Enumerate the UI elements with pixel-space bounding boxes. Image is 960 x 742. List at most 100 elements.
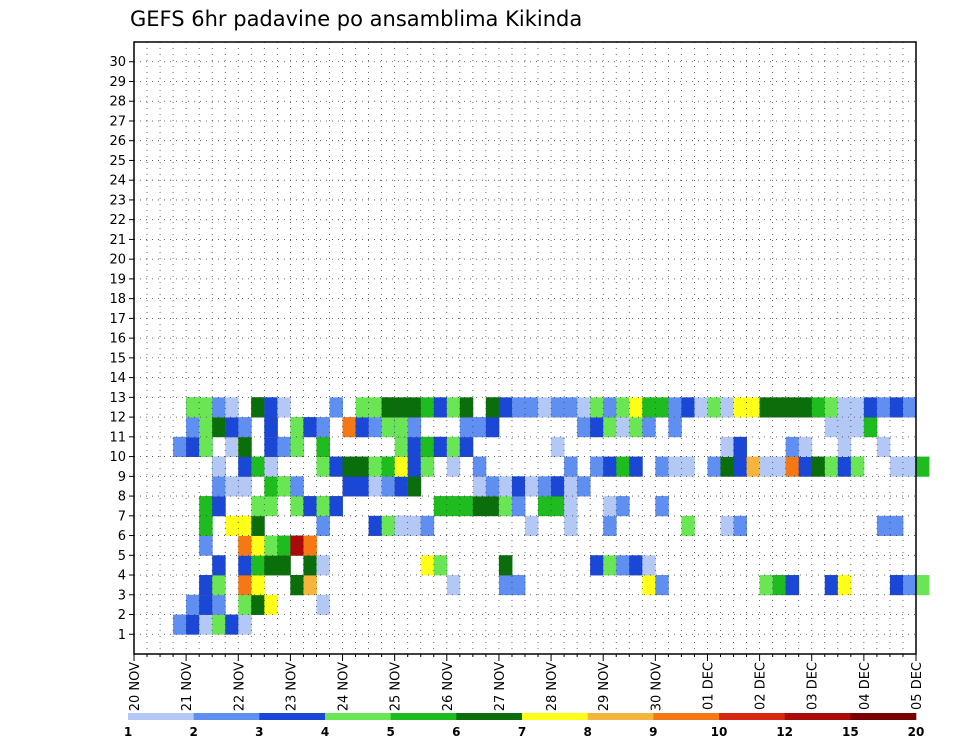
heatmap-cell: [590, 417, 604, 438]
heatmap-cell: [472, 417, 487, 438]
heatmap-cell: [551, 496, 565, 517]
colorbar-label: 10: [711, 725, 728, 739]
heatmap-cell: [212, 555, 226, 576]
heatmap-cell: [629, 456, 643, 477]
heatmap-cell: [316, 496, 330, 517]
heatmap-cell: [238, 594, 252, 615]
heatmap-cell: [616, 456, 630, 477]
heatmap-cell: [199, 594, 213, 615]
heatmap-cell: [498, 397, 513, 418]
heatmap-cell: [902, 397, 917, 418]
heatmap-cell: [824, 417, 839, 438]
heatmap-cell: [668, 417, 682, 438]
y-tick-label: 26: [109, 134, 126, 149]
heatmap-cell: [785, 397, 800, 418]
heatmap-cell: [264, 397, 278, 418]
heatmap-cell: [446, 496, 461, 517]
heatmap-cell: [290, 417, 304, 438]
x-tick-label: 23 NOV: [284, 662, 299, 711]
heatmap-cell: [551, 397, 565, 418]
heatmap-cell: [759, 575, 774, 596]
heatmap-cell: [381, 397, 396, 418]
colorbar-label: 2: [189, 725, 197, 739]
heatmap-cell: [173, 614, 187, 635]
heatmap-cell: [824, 456, 839, 477]
heatmap-cell: [316, 555, 330, 576]
heatmap-cell: [837, 417, 852, 438]
x-tick-label: 27 NOV: [493, 662, 508, 711]
y-tick-label: 5: [118, 549, 126, 564]
heatmap-cell: [394, 397, 409, 418]
y-tick-label: 1: [118, 628, 126, 643]
heatmap-cell: [251, 397, 265, 418]
y-tick-label: 14: [109, 371, 126, 386]
heatmap-cell: [707, 397, 721, 418]
heatmap-cell: [199, 515, 213, 536]
heatmap-cell: [733, 436, 747, 457]
heatmap-cell: [420, 555, 435, 576]
heatmap-cell: [837, 397, 852, 418]
heatmap-cell: [407, 417, 422, 438]
x-tick-label: 22 NOV: [232, 662, 247, 711]
colorbar-label: 9: [649, 725, 657, 739]
heatmap-cell: [186, 594, 200, 615]
heatmap-cell: [889, 515, 904, 536]
heatmap-cell: [525, 515, 539, 536]
heatmap-cell: [303, 575, 317, 596]
y-tick-label: 12: [109, 411, 126, 426]
heatmap-cell: [446, 436, 461, 457]
heatmap-cell: [889, 397, 904, 418]
heatmap-cell: [342, 476, 356, 497]
heatmap-cell: [577, 476, 591, 497]
heatmap-cell: [355, 476, 369, 497]
colorbar-segment: [128, 713, 194, 720]
heatmap-cell: [355, 417, 369, 438]
heatmap-cell: [459, 397, 474, 418]
heatmap-cell: [199, 436, 213, 457]
heatmap-cell: [916, 575, 930, 596]
heatmap-cell: [251, 496, 265, 517]
heatmap-cell: [485, 496, 500, 517]
heatmap-cell: [472, 496, 487, 517]
y-tick-label: 15: [109, 351, 126, 366]
heatmap-cell: [329, 496, 343, 517]
y-tick-label: 23: [109, 193, 126, 208]
colorbar-segment: [587, 713, 654, 720]
y-tick-label: 3: [118, 588, 126, 603]
y-tick-label: 8: [118, 490, 126, 505]
heatmap-cell: [707, 456, 721, 477]
heatmap-cell: [916, 456, 930, 477]
heatmap-cell: [889, 456, 904, 477]
y-tick-label: 16: [109, 332, 126, 347]
heatmap-cell: [368, 456, 383, 477]
y-axis-ticks: 1234567891011121314151617181920212223242…: [109, 55, 134, 643]
y-tick-label: 18: [109, 292, 126, 307]
heatmap-cell: [850, 456, 865, 477]
y-tick-label: 29: [109, 75, 126, 90]
heatmap-cell: [902, 575, 917, 596]
heatmap-cell: [525, 397, 539, 418]
y-tick-label: 27: [109, 114, 126, 129]
heatmap-cell: [485, 397, 500, 418]
heatmap-cell: [212, 476, 226, 497]
heatmap-cell: [837, 456, 852, 477]
heatmap-cell: [564, 476, 578, 497]
heatmap-cell: [472, 476, 487, 497]
heatmap-cell: [394, 476, 409, 497]
heatmap-cell: [603, 417, 617, 438]
heatmap-cell: [616, 555, 630, 576]
heatmap-cell: [511, 496, 526, 517]
heatmap-cell: [772, 397, 787, 418]
heatmap-cell: [629, 397, 643, 418]
heatmap-cell: [251, 535, 265, 556]
colorbar: 1 2 3 4 5 6 7 8 9 10 12 15 20: [124, 713, 924, 739]
heatmap-cell: [407, 397, 422, 418]
colorbar-segment: [850, 713, 917, 720]
heatmap-cell: [876, 397, 891, 418]
heatmap-cell: [720, 456, 734, 477]
heatmap-cell: [433, 555, 448, 576]
heatmap-cell: [681, 515, 695, 536]
heatmap-cell: [511, 476, 526, 497]
heatmap-cell: [551, 436, 565, 457]
x-tick-label: 03 DEC: [806, 662, 821, 710]
